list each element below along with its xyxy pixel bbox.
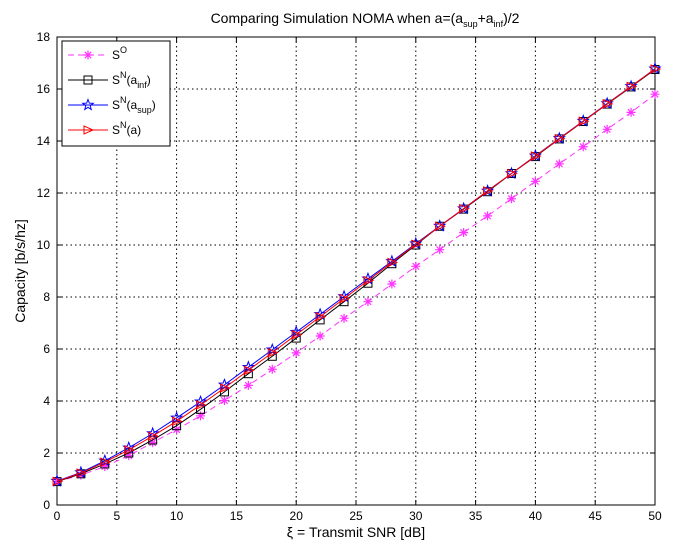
- data-point: [626, 107, 636, 117]
- data-point: [148, 438, 158, 448]
- legend-marker: [83, 125, 95, 135]
- data-point: [483, 186, 494, 196]
- data-point: [315, 331, 325, 341]
- data-point: [459, 228, 469, 238]
- x-axis-label: ξ = Transmit SNR [dB]: [287, 524, 425, 540]
- x-tick-label: 10: [170, 509, 184, 523]
- data-point: [506, 168, 518, 179]
- data-point: [387, 257, 399, 268]
- data-point: [243, 365, 255, 376]
- data-point: [100, 462, 110, 472]
- data-point: [196, 411, 206, 421]
- legend-label: SN(ainf): [112, 70, 151, 90]
- data-point: [363, 297, 373, 307]
- y-tick-label: 10: [37, 238, 51, 252]
- data-point: [483, 211, 493, 221]
- x-tick-label: 30: [409, 509, 423, 523]
- data-point: [217, 377, 232, 391]
- data-point: [76, 468, 88, 478]
- data-point: [291, 329, 303, 340]
- legend: SO SN(ainf) SN(asup) SN(a): [61, 40, 171, 147]
- data-point: [267, 364, 277, 374]
- x-tick-label: 0: [54, 509, 61, 523]
- series-layer: [50, 61, 662, 487]
- y-tick-label: 2: [43, 446, 50, 460]
- data-point: [459, 203, 470, 214]
- data-point: [193, 394, 208, 408]
- data-point: [650, 89, 660, 99]
- data-point: [315, 311, 327, 322]
- data-point: [578, 116, 590, 127]
- data-point: [554, 133, 566, 144]
- axis-ticks: 0 5 10 15 20 25 30 35 40 45 50 0 2 4 6 8 10 12 14 16 18: [37, 30, 662, 523]
- x-tick-label: 40: [529, 509, 543, 523]
- data-point: [124, 451, 134, 461]
- series-line: [56, 93, 656, 483]
- x-tick-label: 15: [230, 509, 244, 523]
- data-point: [650, 64, 662, 74]
- y-tick-label: 8: [43, 290, 50, 304]
- data-point: [626, 81, 638, 92]
- data-point: [578, 142, 588, 152]
- y-tick-label: 12: [37, 186, 51, 200]
- data-point: [241, 360, 255, 373]
- x-tick-label: 5: [113, 509, 120, 523]
- data-point: [339, 293, 351, 304]
- legend-label: SN(asup): [112, 95, 156, 115]
- y-tick-label: 14: [37, 134, 51, 148]
- legend-marker: [83, 50, 93, 60]
- data-point: [506, 194, 516, 204]
- data-point: [530, 151, 542, 161]
- legend-label: SO: [112, 45, 127, 62]
- x-tick-label: 20: [290, 509, 304, 523]
- data-point: [554, 159, 564, 169]
- data-point: [124, 445, 135, 455]
- y-tick-label: 4: [43, 394, 50, 408]
- data-point: [602, 124, 612, 134]
- data-point: [435, 221, 446, 232]
- legend-marker: [81, 98, 95, 111]
- x-tick-label: 50: [648, 509, 662, 523]
- data-point: [530, 176, 540, 186]
- series-3: [52, 64, 662, 487]
- x-tick-label: 35: [469, 509, 483, 523]
- data-point: [172, 416, 183, 427]
- data-point: [411, 261, 421, 271]
- data-point: [363, 275, 375, 286]
- x-tick-label: 25: [349, 509, 363, 523]
- data-point: [243, 380, 253, 390]
- legend-box: [61, 40, 171, 147]
- data-point: [219, 395, 229, 405]
- data-point: [52, 476, 64, 487]
- y-tick-label: 0: [43, 498, 50, 512]
- data-point: [219, 383, 231, 393]
- data-point: [435, 245, 445, 255]
- y-tick-label: 16: [37, 82, 51, 96]
- legend-marker: [83, 75, 93, 85]
- y-tick-label: 6: [43, 342, 50, 356]
- data-point: [170, 410, 184, 424]
- data-point: [196, 400, 207, 410]
- chart-title: Comparing Simulation NOMA when a=(asup+a…: [211, 10, 520, 29]
- data-point: [100, 457, 112, 467]
- y-tick-label: 18: [37, 30, 51, 44]
- y-axis-label: Capacity [b/s/hz]: [12, 219, 28, 323]
- data-point: [267, 347, 279, 358]
- data-point: [291, 348, 301, 358]
- data-point: [339, 313, 349, 323]
- data-point: [602, 99, 614, 109]
- data-point: [148, 431, 159, 441]
- data-point: [411, 239, 423, 249]
- series-0: [52, 89, 660, 487]
- x-tick-label: 45: [589, 509, 603, 523]
- data-point: [387, 279, 397, 289]
- legend-label: SN(a): [112, 120, 141, 137]
